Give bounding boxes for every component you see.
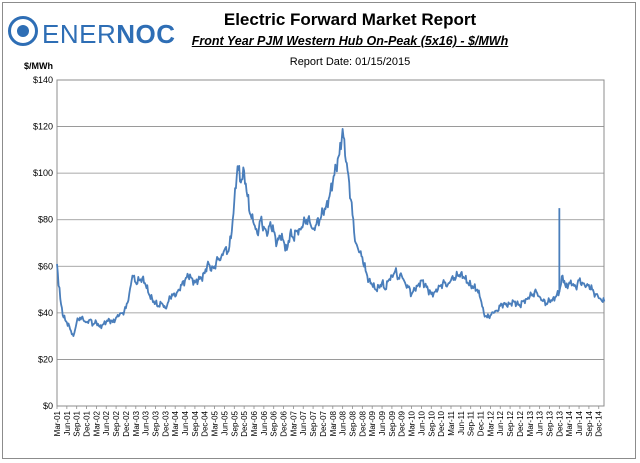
x-tick-label: Mar-04 xyxy=(171,410,180,436)
x-tick-label: Dec-13 xyxy=(555,410,564,436)
x-tick-label: Mar-02 xyxy=(92,410,101,436)
chart-subtitle: Front Year PJM Western Hub On-Peak (5x16… xyxy=(191,34,509,48)
y-axis-ticks: $0 $20 $40 $60 $80 $100 $120 $140 xyxy=(33,75,53,411)
x-tick-label: Sep-04 xyxy=(191,410,200,436)
x-tick-label: Dec-04 xyxy=(201,410,210,436)
x-tick-label: Jun-09 xyxy=(378,410,387,435)
x-tick-label: Dec-05 xyxy=(240,410,249,436)
y-tick-label: $100 xyxy=(33,168,53,178)
x-tick-label: Jun-14 xyxy=(575,410,584,435)
x-tick-label: Mar-05 xyxy=(211,410,220,436)
x-tick-label: Jun-07 xyxy=(299,410,308,435)
x-tick-label: Mar-12 xyxy=(486,410,495,436)
x-tick-label: Sep-12 xyxy=(506,410,515,436)
x-tick-label: Mar-07 xyxy=(289,410,298,436)
x-tick-label: Jun-03 xyxy=(142,410,151,435)
x-tick-label: Mar-10 xyxy=(408,410,417,436)
plot-area xyxy=(56,79,605,407)
x-tick-label: Dec-09 xyxy=(398,410,407,436)
x-tick-label: Jun-02 xyxy=(102,410,111,435)
x-tick-label: Dec-08 xyxy=(358,410,367,436)
y-tick-label: $20 xyxy=(38,354,53,364)
chart-frame xyxy=(2,2,636,459)
x-tick-label: Mar-01 xyxy=(53,410,62,436)
y-axis-unit-label: $/MWh xyxy=(24,61,53,71)
x-tick-label: Mar-06 xyxy=(250,410,259,436)
x-tick-label: Mar-13 xyxy=(526,410,535,436)
x-tick-label: Dec-02 xyxy=(122,410,131,436)
enernoc-logo: ENERNOC xyxy=(8,12,175,52)
grid-lines xyxy=(57,79,604,407)
series-line-0 xyxy=(56,127,606,338)
x-tick-label: Jun-04 xyxy=(181,410,190,435)
x-tick-label: Sep-14 xyxy=(585,410,594,436)
report-date: Report Date: 01/15/2015 xyxy=(289,56,411,68)
y-tick-label: $80 xyxy=(38,215,53,225)
x-axis-ticks: Mar-01 Jun-01 Sep-01 Dec-01 Mar-02 Jun-02 Sep-… xyxy=(53,406,604,437)
x-tick-label: Jun-13 xyxy=(536,410,545,435)
x-tick-label: Mar-11 xyxy=(447,410,456,435)
x-tick-label: Jun-01 xyxy=(63,410,72,435)
y-tick-label: $40 xyxy=(38,308,53,318)
x-tick-label: Sep-09 xyxy=(388,410,397,436)
logo-text: ENERNOC xyxy=(42,19,176,50)
x-tick-label: Jun-08 xyxy=(339,410,348,435)
x-tick-label: Dec-12 xyxy=(516,410,525,436)
x-tick-label: Sep-10 xyxy=(427,410,436,436)
x-tick-label: Mar-08 xyxy=(329,410,338,436)
x-tick-label: Jun-10 xyxy=(417,410,426,435)
x-tick-label: Jun-06 xyxy=(260,410,269,435)
logo-circle-icon xyxy=(8,16,38,46)
x-tick-label: Dec-14 xyxy=(595,410,604,436)
x-tick-label: Sep-11 xyxy=(467,410,476,436)
series-group xyxy=(56,127,606,338)
y-tick-label: $140 xyxy=(33,75,53,85)
logo-text-bold: NOC xyxy=(116,19,176,49)
x-tick-label: Sep-06 xyxy=(270,410,279,436)
x-tick-label: Mar-03 xyxy=(132,410,141,436)
x-tick-label: Mar-14 xyxy=(565,410,574,436)
x-tick-label: Dec-07 xyxy=(319,410,328,436)
x-tick-label: Dec-10 xyxy=(437,410,446,436)
x-tick-label: Sep-13 xyxy=(545,410,554,436)
x-tick-label: Jun-12 xyxy=(496,410,505,435)
chart-title: Electric Forward Market Report xyxy=(223,10,477,29)
x-tick-label: Sep-01 xyxy=(73,410,82,436)
y-tick-label: $60 xyxy=(38,261,53,271)
y-tick-label: $0 xyxy=(43,401,53,411)
logo-text-light: ENER xyxy=(42,19,117,49)
x-tick-label: Jun-11 xyxy=(457,410,466,434)
x-tick-label: Dec-06 xyxy=(280,410,289,436)
x-tick-label: Sep-03 xyxy=(151,410,160,436)
y-tick-label: $120 xyxy=(33,122,53,132)
x-tick-label: Dec-11 xyxy=(477,410,486,436)
x-tick-label: Dec-01 xyxy=(83,410,92,436)
x-tick-label: Sep-02 xyxy=(112,410,121,436)
x-tick-label: Jun-05 xyxy=(220,410,229,435)
x-tick-label: Dec-03 xyxy=(161,410,170,436)
x-tick-label: Mar-09 xyxy=(368,410,377,436)
x-tick-label: Sep-05 xyxy=(230,410,239,436)
x-tick-label: Sep-08 xyxy=(348,410,357,436)
x-tick-label: Sep-07 xyxy=(309,410,318,436)
